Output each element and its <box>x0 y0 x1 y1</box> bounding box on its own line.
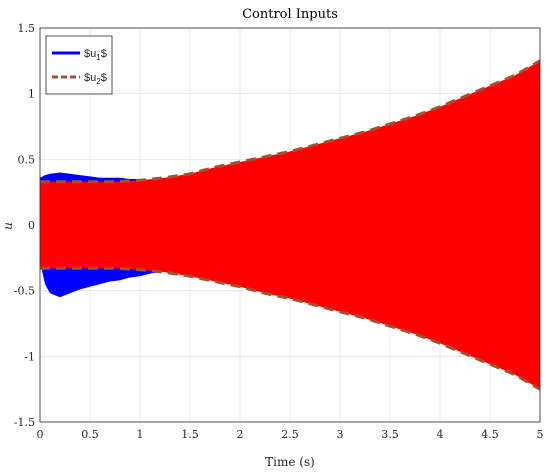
y-tick-label: -1.5 <box>14 416 35 429</box>
x-tick-label: 0 <box>37 428 44 441</box>
x-tick-label: 4.5 <box>481 428 499 441</box>
x-tick-label: 2.5 <box>281 428 299 441</box>
x-tick-label: 1.5 <box>181 428 199 441</box>
y-tick-label: 1.5 <box>18 22 36 35</box>
tick-labels: 0 0.5 1 1.5 2 2.5 3 3.5 4 4.5 5 -1.5 -1 -0.5 0 0.5 1 1.5 <box>14 22 544 441</box>
series-u2-lower-edge <box>40 266 540 391</box>
legend-box <box>45 35 113 95</box>
x-tick-label: 3 <box>337 428 344 441</box>
y-tick-label: 1 <box>28 88 35 101</box>
x-tick-label: 0.5 <box>81 428 99 441</box>
chart-title: Control Inputs <box>242 7 338 22</box>
legend: $u1$ $u2$ <box>45 35 113 95</box>
legend-label-2: $u2$ <box>84 72 107 86</box>
x-tick-label: 4 <box>437 428 444 441</box>
y-tick-label: 0 <box>28 219 35 232</box>
x-tick-label: 2 <box>237 428 244 441</box>
x-axis-label: Time (s) <box>265 455 315 469</box>
series-u2-envelope <box>40 60 540 390</box>
y-axis-label: u <box>1 222 15 230</box>
plot-frame <box>39 27 541 423</box>
legend-label-1: $u1$ <box>84 48 107 62</box>
x-tick-label: 1 <box>137 428 144 441</box>
x-tick-label: 3.5 <box>381 428 399 441</box>
series-layer <box>40 59 540 391</box>
y-tick-label: -1 <box>24 350 35 363</box>
x-tick-label: 5 <box>537 428 544 441</box>
y-tick-label: -0.5 <box>14 285 35 298</box>
y-tick-label: 0.5 <box>18 153 36 166</box>
series-u2-upper-edge <box>40 59 540 184</box>
